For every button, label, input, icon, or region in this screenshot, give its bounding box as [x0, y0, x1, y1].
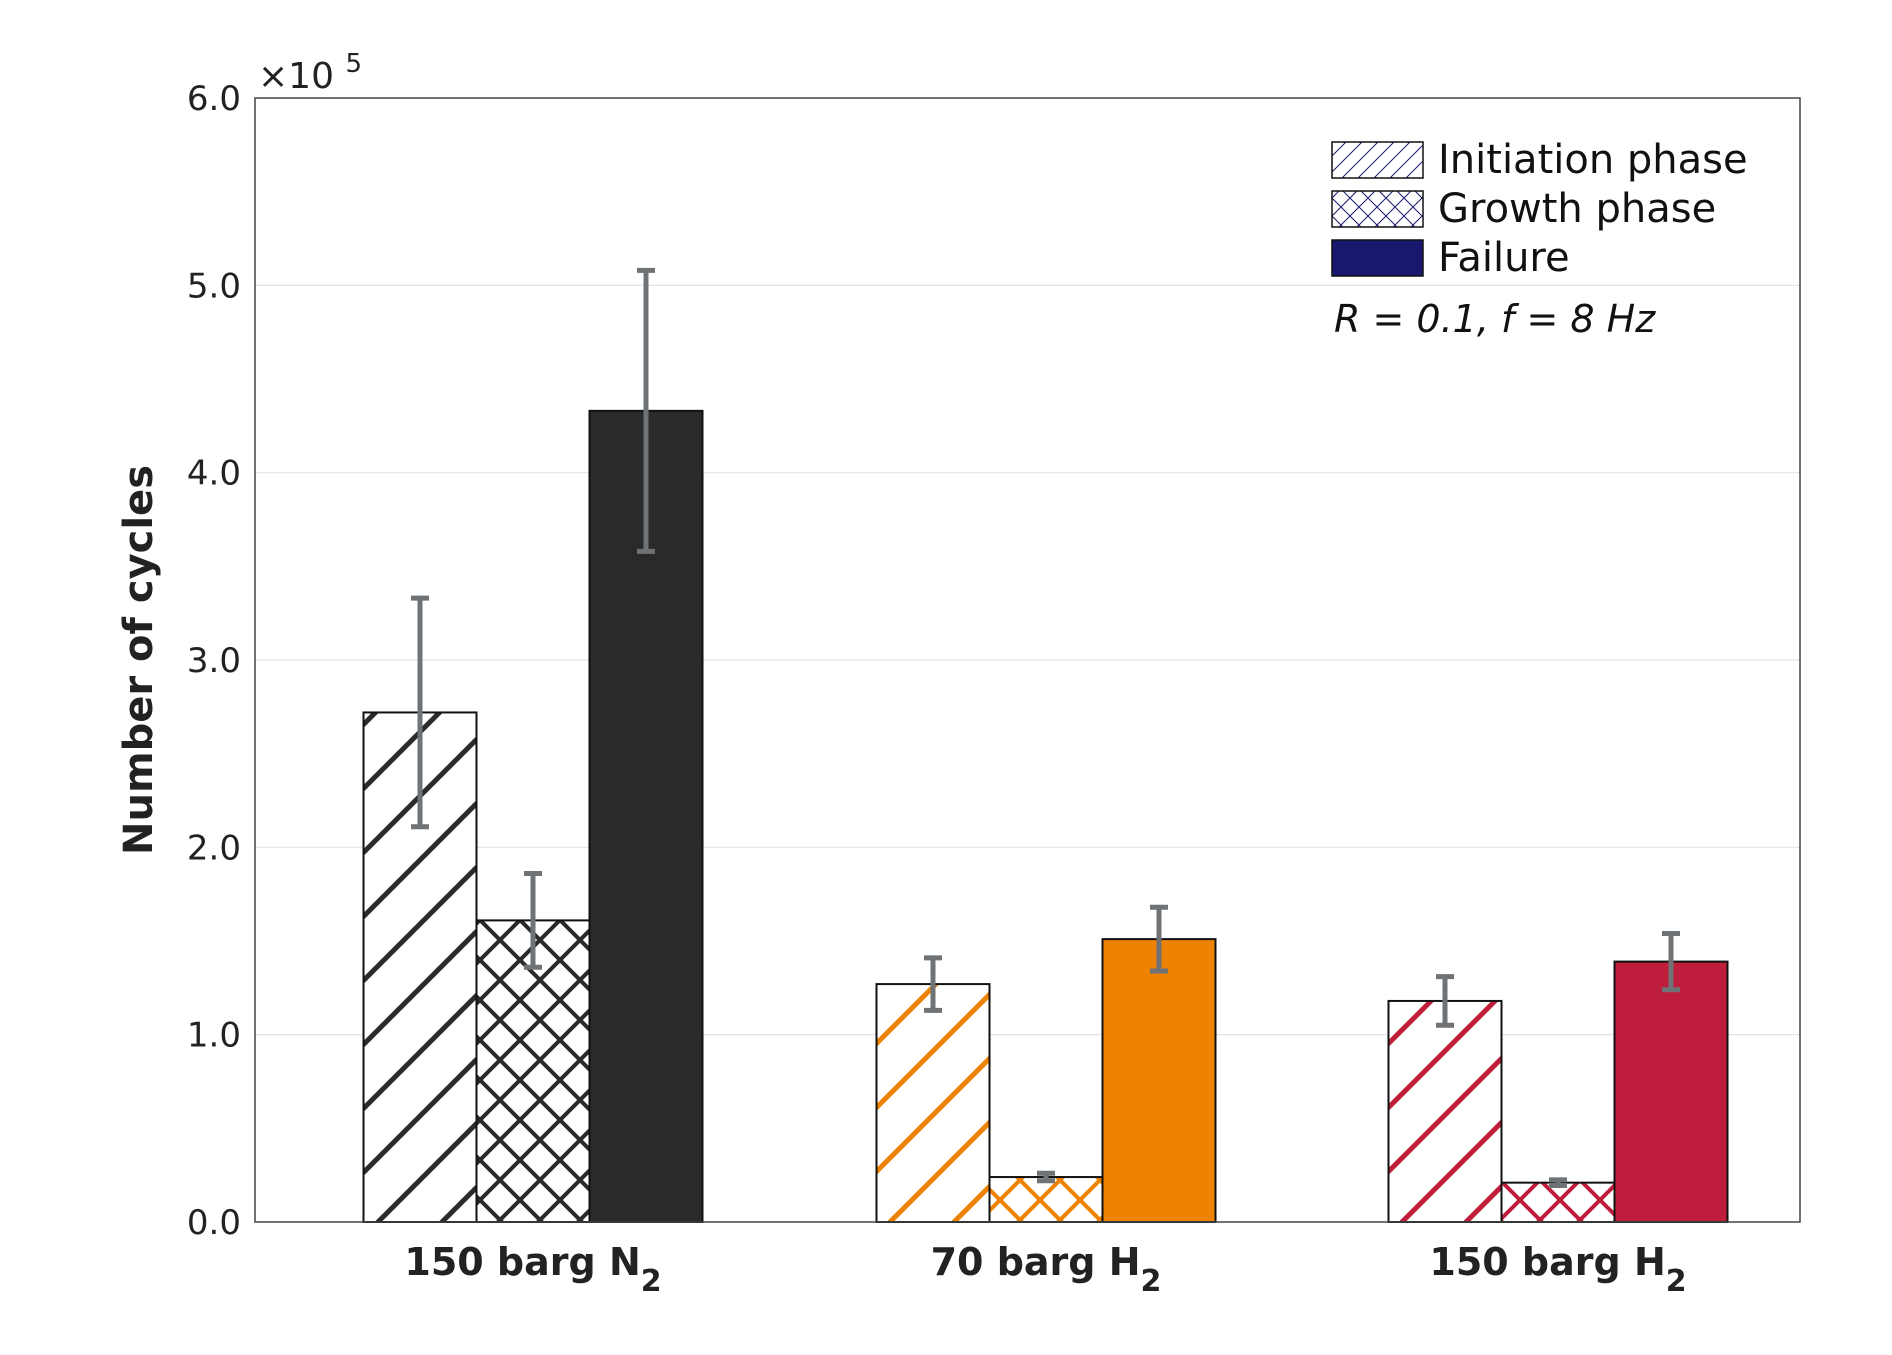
x-tick-label: 150 barg H2 [1429, 1240, 1686, 1299]
error-bar [1662, 931, 1680, 993]
x-tick-label-main: 70 barg H [931, 1240, 1141, 1284]
x-axis-labels: 150 barg N2 70 barg H2 150 barg H2 [404, 1240, 1686, 1299]
bar-crosshatch-2 [1500, 1181, 1616, 1224]
error-bar [411, 595, 429, 830]
x-tick-label: 70 barg H2 [931, 1240, 1162, 1299]
error-bar [1150, 904, 1168, 974]
bar-diagonal-2 [1387, 999, 1503, 1223]
y-tick-label: 4.0 [187, 454, 241, 494]
y-axis-multiplier: ×10 5 [258, 49, 362, 97]
x-tick-label-subscript: 2 [641, 1264, 662, 1299]
error-bar [924, 955, 942, 1013]
legend-swatch-solid [1331, 239, 1424, 277]
bar-solid-2 [1613, 960, 1729, 1224]
x-tick-label-main: 150 barg H [1429, 1240, 1665, 1284]
y-axis-title: Number of cycles [116, 465, 162, 855]
error-bar [524, 871, 542, 970]
x-tick-label-main: 150 barg N [404, 1240, 640, 1284]
error-bar [637, 267, 655, 554]
legend-swatch-crosshatch [1331, 190, 1424, 228]
y-axis-ticks: 0.0 1.0 2.0 3.0 4.0 5.0 6.0 [187, 79, 241, 1243]
bars-group [362, 409, 1729, 1224]
legend-label: Initiation phase [1438, 137, 1748, 183]
y-tick-label: 5.0 [187, 266, 241, 306]
error-bars-group [411, 267, 1680, 1188]
grid-lines [255, 284, 1800, 1036]
x-tick-label-subscript: 2 [1141, 1264, 1162, 1299]
bar-crosshatch-1 [988, 1176, 1104, 1224]
x-tick-label-subscript: 2 [1666, 1264, 1687, 1299]
error-bar [1037, 1170, 1055, 1184]
bar-solid-1 [1101, 938, 1217, 1223]
y-tick-label: 2.0 [187, 828, 241, 868]
plot-frame [254, 97, 1801, 1223]
y-tick-label: 6.0 [187, 79, 241, 119]
error-bar [1549, 1177, 1567, 1188]
legend-swatch-diagonal [1331, 141, 1424, 179]
y-tick-label: 1.0 [187, 1016, 241, 1056]
bar-diagonal-1 [875, 983, 991, 1223]
error-bar [1436, 974, 1454, 1028]
y-tick-label: 0.0 [187, 1203, 241, 1243]
multiplier-exponent: 5 [345, 49, 362, 79]
conditions-annotation: R = 0.1, f = 8 Hz [1334, 297, 1656, 341]
legend-label: Failure [1438, 235, 1570, 281]
multiplier-base: ×10 [258, 56, 334, 97]
x-tick-label: 150 barg N2 [404, 1240, 661, 1299]
legend-label: Growth phase [1438, 186, 1716, 232]
y-tick-label: 3.0 [187, 641, 241, 681]
